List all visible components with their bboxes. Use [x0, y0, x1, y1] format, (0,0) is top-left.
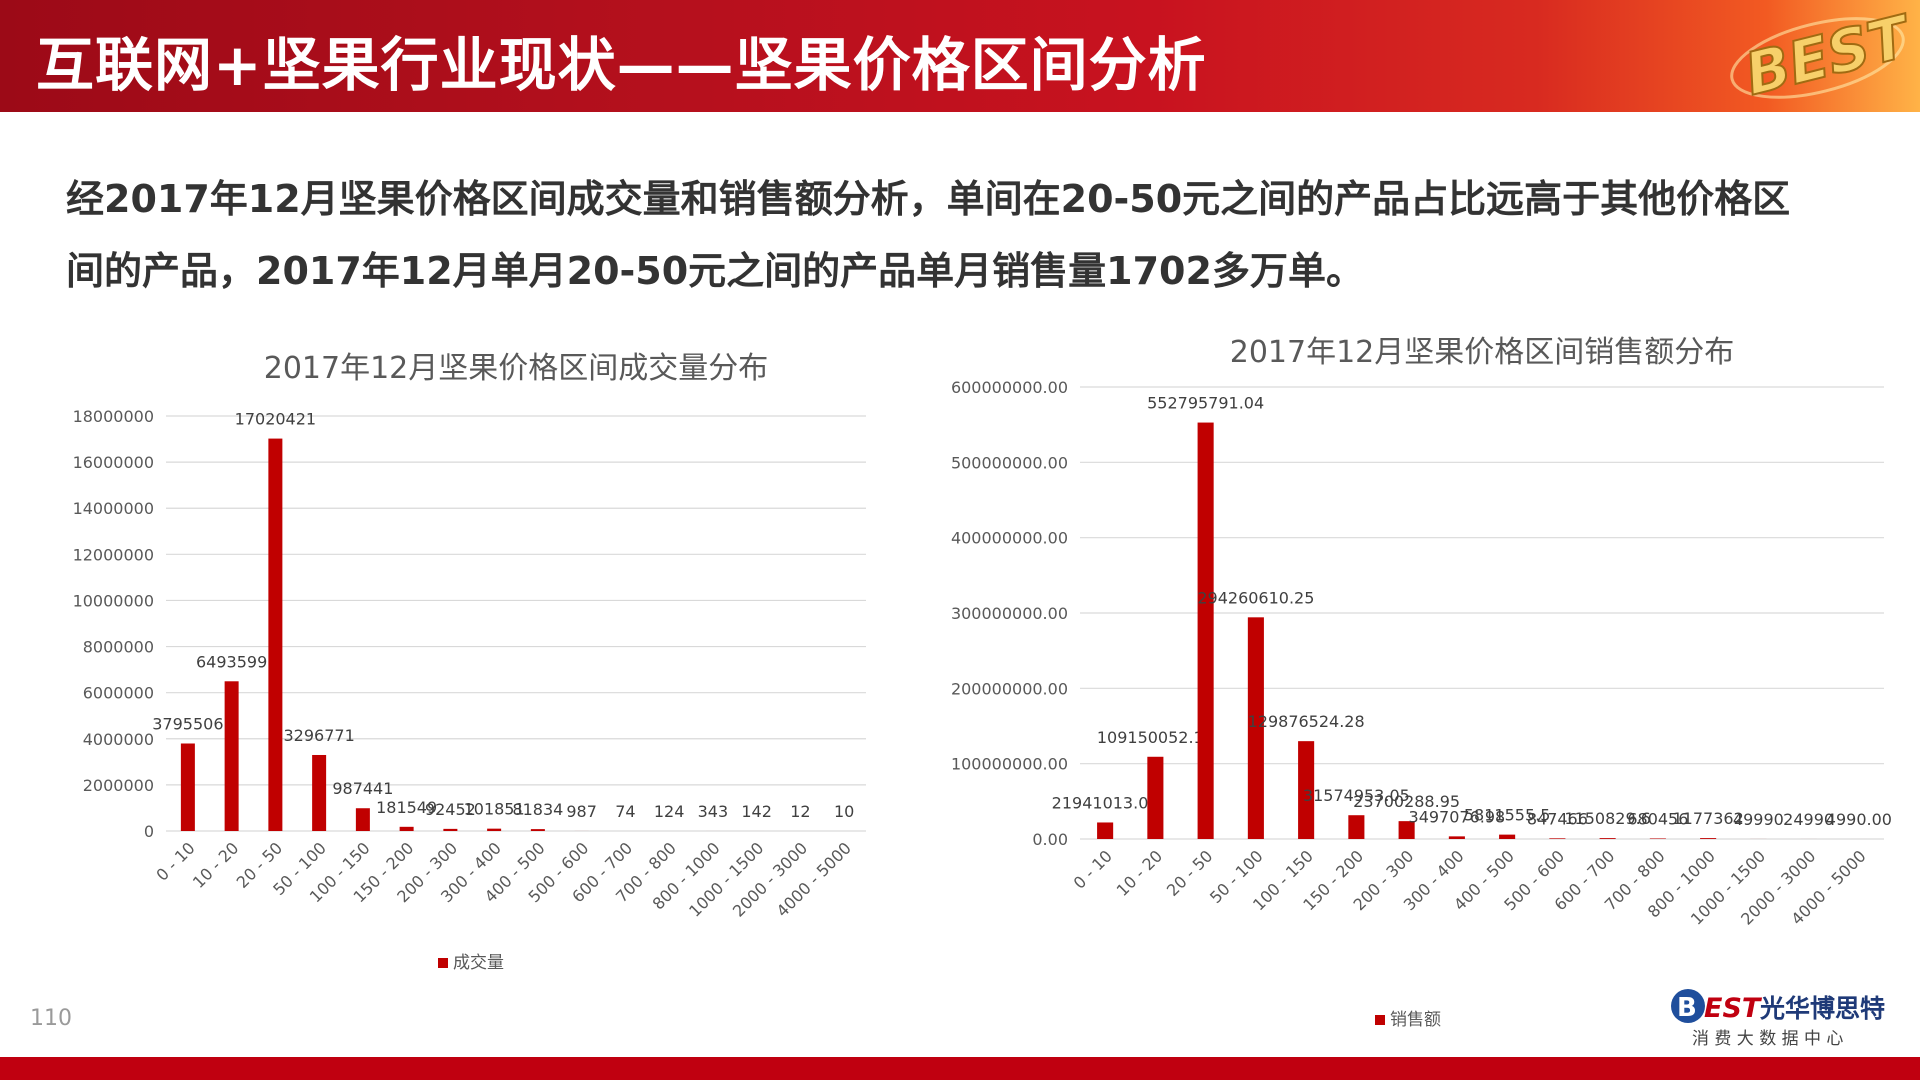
bar-200-300	[443, 828, 458, 831]
data-label: 3296771	[283, 726, 354, 745]
data-label: 17020421	[235, 410, 316, 429]
data-label: 10	[834, 802, 854, 821]
intro-line-2: 间的产品，2017年12月单月20-50元之间的产品单月销售量1702多万单。	[66, 249, 1364, 293]
data-label: 3497076.98	[1409, 807, 1506, 826]
chart-title: 2017年12月坚果价格区间销售额分布	[1230, 335, 1735, 370]
bar-0-10	[1097, 822, 1114, 839]
y-tick-label: 0	[144, 822, 154, 841]
data-label: 3795506	[152, 714, 223, 733]
bar-50-100	[1247, 617, 1264, 839]
data-label: 987441	[332, 779, 393, 798]
bar-20-50	[268, 438, 283, 831]
y-tick-label: 4000000	[83, 730, 154, 749]
data-label: 680456	[1627, 809, 1688, 828]
bar-100-150	[355, 808, 370, 831]
y-tick-label: 2000000	[83, 776, 154, 795]
data-label: 49990	[1733, 810, 1784, 829]
data-label: 5811555.5	[1464, 806, 1551, 825]
data-label: 6493599	[196, 652, 267, 671]
bar-300-400	[1448, 836, 1465, 839]
y-tick-label: 12000000	[73, 545, 154, 564]
legend-swatch	[438, 958, 448, 968]
bottom-bar	[0, 1057, 1920, 1080]
y-tick-label: 400000000.00	[951, 529, 1068, 548]
intro-line-1: 经2017年12月坚果价格区间成交量和销售额分析，单间在20-50元之间的产品占…	[66, 177, 1791, 221]
data-label: 129876524.28	[1248, 712, 1365, 731]
brand-logo: B EST 光华博思特 消 费 大 数 据 中 心	[1671, 989, 1885, 1049]
y-tick-label: 0.00	[1032, 830, 1068, 849]
intro-text: 经2017年12月坚果价格区间成交量和销售额分析，单间在20-50元之间的产品占…	[66, 163, 1866, 307]
bar-100-150	[1298, 741, 1315, 839]
y-tick-label: 500000000.00	[951, 453, 1068, 472]
data-label: 109150052.13	[1097, 728, 1214, 747]
bar-200-300	[1398, 821, 1415, 839]
bar-20-50	[1197, 422, 1214, 839]
best-logo-icon: BEST	[1730, 6, 1912, 106]
data-label: 1177362	[1672, 809, 1743, 828]
y-tick-label: 8000000	[83, 638, 154, 657]
brand-logo-mark: B	[1677, 993, 1697, 1023]
bar-0-10	[180, 743, 195, 831]
y-tick-label: 200000000.00	[951, 679, 1068, 698]
bar-150-200	[399, 826, 414, 831]
data-label: 847466	[1527, 809, 1588, 828]
data-label: 101851	[464, 800, 525, 819]
bar-800-1000	[1700, 838, 1717, 839]
data-label: 343	[698, 802, 729, 821]
bar-400-500	[1499, 834, 1516, 839]
data-label: 181549	[376, 798, 437, 817]
data-label: 124	[654, 802, 685, 821]
y-tick-label: 600000000.00	[951, 378, 1068, 397]
bar-600-700	[1599, 838, 1616, 839]
bar-10-20	[1147, 756, 1164, 839]
data-label: 12	[790, 802, 810, 821]
volume-chart: 2017年12月坚果价格区间成交量分布 0 2000000 4000000 600000…	[73, 351, 866, 973]
y-tick-label: 16000000	[73, 453, 154, 472]
data-label: 31574953.05	[1303, 786, 1410, 805]
legend-label: 销售额	[1390, 1010, 1441, 1030]
data-label: 294260610.25	[1197, 588, 1314, 607]
data-label: 74	[615, 802, 635, 821]
bar-300-400	[487, 828, 502, 831]
data-label: 552795791.04	[1147, 394, 1264, 413]
brand-logo-est: EST	[1704, 993, 1763, 1024]
bar-700-800	[1649, 838, 1666, 839]
data-label: 1150829.6	[1564, 809, 1651, 828]
data-label: 4990.00	[1826, 810, 1892, 829]
brand-subtitle: 消 费 大 数 据 中 心	[1692, 1029, 1843, 1049]
sales-chart: 2017年12月坚果价格区间销售额分布 0.00 100000000.00 20000…	[951, 335, 1892, 1030]
page-number: 110	[30, 1006, 72, 1031]
data-label: 987	[566, 802, 597, 821]
data-label: 23700288.95	[1353, 792, 1460, 811]
bar-500-600	[1549, 838, 1566, 839]
y-tick-label: 18000000	[73, 407, 154, 426]
bar-50-100	[312, 754, 327, 831]
y-tick-label: 100000000.00	[951, 755, 1068, 774]
y-tick-label: 14000000	[73, 499, 154, 518]
data-label: 92452	[425, 800, 476, 819]
brand-name: 光华博思特	[1759, 994, 1885, 1023]
legend-label: 成交量	[453, 953, 504, 973]
chart-title: 2017年12月坚果价格区间成交量分布	[264, 351, 769, 386]
x-tick-label: 10 - 20	[1113, 846, 1167, 900]
bar-10-20	[224, 681, 239, 831]
data-label: 81834	[512, 800, 563, 819]
x-tick-label: 0 - 10	[1070, 846, 1116, 892]
y-tick-label: 6000000	[83, 684, 154, 703]
header-bar: 互联网+坚果行业现状——坚果价格区间分析 BEST	[0, 0, 1920, 112]
page-title: 互联网+坚果行业现状——坚果价格区间分析	[36, 31, 1207, 99]
data-label: 142	[741, 802, 772, 821]
data-label: 24990	[1783, 810, 1834, 829]
y-tick-label: 10000000	[73, 591, 154, 610]
y-tick-label: 300000000.00	[951, 604, 1068, 623]
legend-swatch	[1375, 1015, 1385, 1025]
bar-150-200	[1348, 815, 1365, 839]
data-label: 21941013.04	[1052, 793, 1159, 812]
bar-400-500	[530, 829, 545, 831]
